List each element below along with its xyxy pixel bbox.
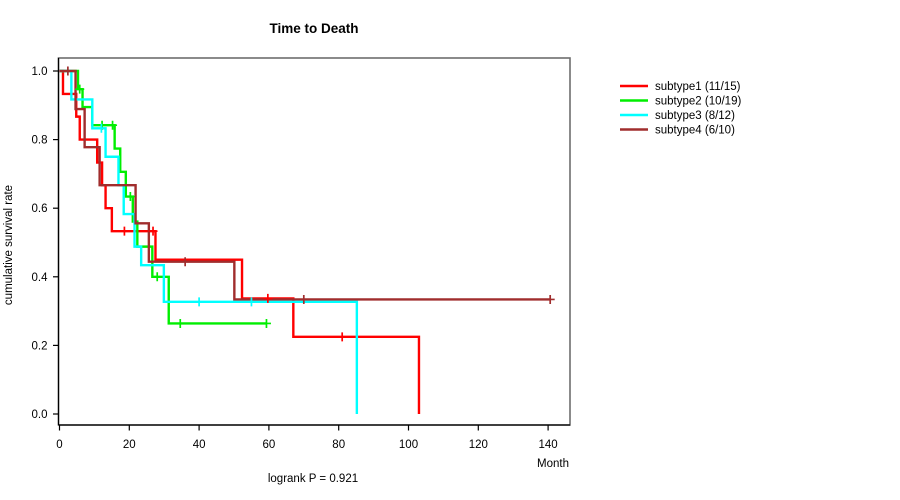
survival-curve-subtype4 [59,69,551,301]
censor-mark-subtype3 [194,297,204,307]
censor-mark-subtype1 [148,226,158,236]
survival-curve-subtype1 [59,69,421,414]
censor-mark-subtype2 [75,84,85,94]
y-tick-label: 0.8 [32,135,48,147]
x-tick-label: 40 [193,439,206,451]
logrank-annotation: logrank P = 0.921 [268,473,358,485]
censor-mark-subtype2 [108,120,118,130]
censor-mark-subtype4 [545,294,555,304]
legend-label-subtype2: subtype2 (10/19) [655,96,741,108]
censor-mark-subtype2 [152,272,162,282]
x-tick-label: 0 [56,439,62,451]
x-tick-label: 20 [123,439,136,451]
y-tick-label: 0.4 [32,272,49,284]
censor-mark-subtype1 [263,293,273,303]
y-tick-label: 0.2 [32,340,48,352]
censor-marks [63,66,555,342]
legend-label-subtype4: subtype4 (6/10) [655,125,735,137]
censor-mark-subtype4 [180,257,190,267]
x-tick-label: 60 [263,439,276,451]
censor-mark-subtype2 [261,318,271,328]
censor-mark-subtype1 [119,226,129,236]
legend-label-subtype1: subtype1 (11/15) [655,81,741,93]
x-axis-label: Month [537,458,569,470]
x-tick-label: 140 [539,439,558,451]
y-tick-label: 0.0 [32,409,48,421]
legend-label-subtype3: subtype3 (8/12) [655,110,735,122]
censor-mark-subtype3 [96,123,106,133]
censor-mark-subtype1 [337,332,347,342]
censor-mark-subtype2 [125,192,135,202]
axis-ticks: 0 20 40 60 80 100 120 140 0.0 0.2 0.4 0.6 0.8 1.0 [32,66,558,451]
survival-curve-subtype3 [59,69,359,414]
censor-mark-subtype4 [63,66,73,76]
plot-box [57,57,571,426]
y-tick-label: 1.0 [32,66,48,78]
censor-mark-subtype2 [175,318,185,328]
y-axis-label: cumulative survival rate [3,185,15,305]
x-tick-label: 100 [399,439,418,451]
x-tick-label: 120 [469,439,488,451]
chart-title: Time to Death [269,21,358,36]
censor-mark-subtype3 [246,297,256,307]
censor-mark-subtype4 [299,294,309,304]
x-tick-label: 80 [332,439,345,451]
survival-curves [59,69,551,414]
y-tick-label: 0.6 [32,203,48,215]
legend: subtype1 (11/15) subtype2 (10/19) subtype3… [620,81,741,137]
